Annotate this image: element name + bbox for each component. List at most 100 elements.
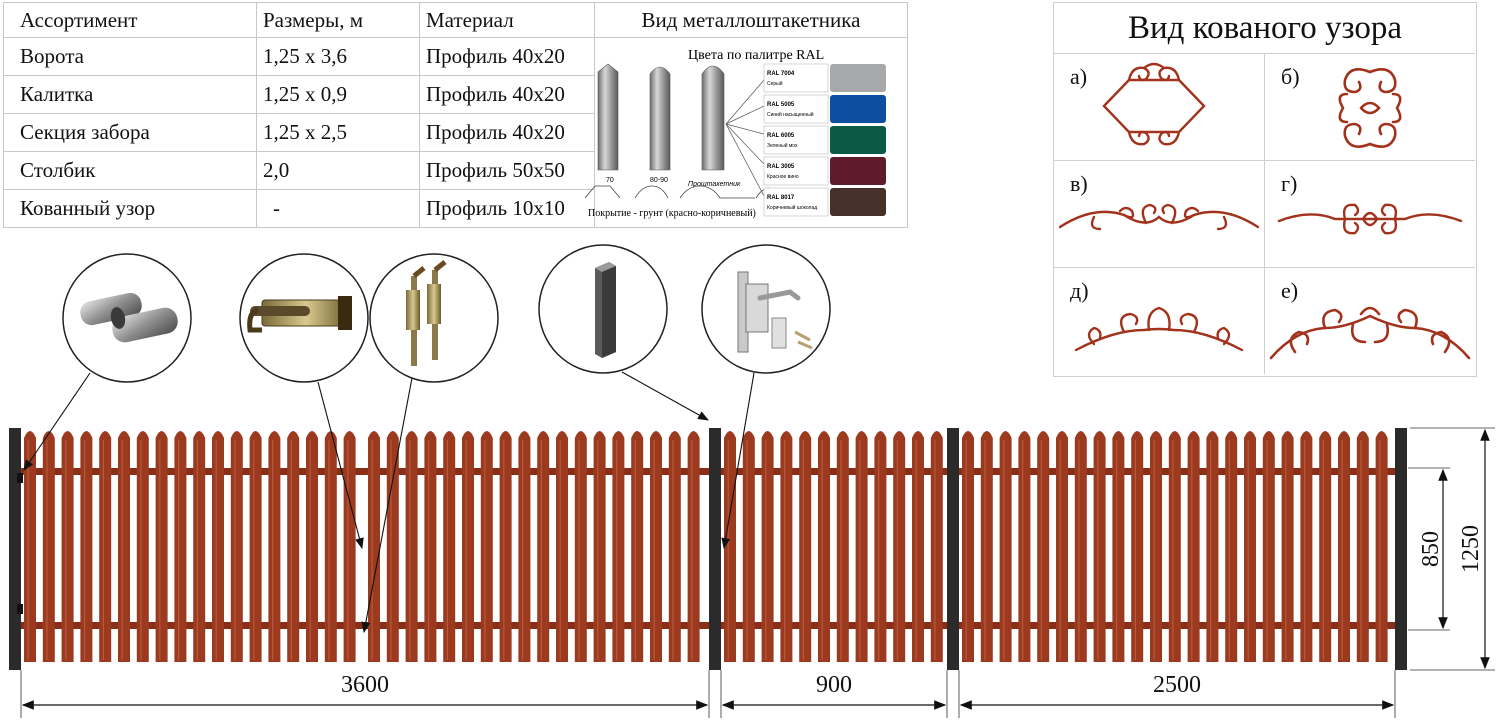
picket	[343, 431, 356, 662]
pattern-label-a: а)	[1070, 64, 1088, 89]
leader-lines	[23, 371, 755, 634]
picket	[480, 431, 493, 662]
table-row: Калитка 1,25 х 0,9 Профиль 40х20	[3, 75, 908, 114]
cell-material: Профиль 40х20	[419, 75, 595, 114]
pattern-a-icon	[1102, 62, 1206, 146]
cell-size: 2,0	[256, 151, 420, 190]
dimension-extension-lines	[20, 427, 1495, 718]
pattern-cell-d: г)	[1264, 160, 1475, 267]
profile-label: Проштакетник	[688, 181, 741, 188]
picket	[893, 431, 906, 662]
picket	[61, 431, 74, 662]
picket	[1112, 431, 1125, 662]
cell-size: -	[256, 189, 420, 228]
ral-code: RAL 8017	[767, 195, 795, 201]
picket	[1244, 431, 1256, 662]
picket	[1300, 431, 1313, 662]
picket	[174, 431, 187, 662]
table-row: Столбик 2,0 Профиль 50х50	[3, 151, 908, 190]
ral-name: Коричневый шоколад	[767, 204, 817, 211]
picket	[574, 431, 587, 662]
picket-profile-2	[649, 66, 671, 171]
pattern-panel-title: Вид кованого узора	[1128, 10, 1402, 46]
pattern-e-icon	[1074, 306, 1244, 352]
ral-name: Красное вино	[767, 174, 799, 180]
cell-item: Калитка	[3, 75, 257, 114]
picket	[836, 431, 849, 662]
picket	[980, 431, 993, 662]
ral-color-chip	[830, 95, 886, 123]
callout-lock	[701, 244, 831, 374]
picket	[268, 431, 281, 662]
bottom-rail	[721, 622, 947, 629]
pattern-label-b: б)	[1281, 64, 1300, 89]
ral-swatch: RAL 5005 Синий насыщенный	[763, 94, 886, 124]
picket-profile-3	[701, 65, 725, 171]
picket	[24, 431, 36, 662]
picket	[799, 431, 812, 662]
picket	[1356, 431, 1369, 662]
top-rail	[365, 468, 709, 475]
pattern-label-d: г)	[1281, 171, 1298, 196]
latch-bolt-icon	[247, 296, 352, 333]
picket	[780, 431, 793, 662]
dim-label-total-height: 1250	[1458, 525, 1484, 573]
picket	[405, 431, 418, 662]
gate-leaf-left	[21, 431, 365, 662]
forged-pattern-panel: Вид кованого узора а) б)	[1053, 2, 1477, 377]
picket	[631, 431, 644, 662]
picket	[1338, 431, 1350, 662]
width-label-70: 70	[606, 177, 614, 184]
pattern-d-icon	[1277, 203, 1463, 235]
cell-item: Секция забора	[3, 113, 257, 152]
fence-post-wicket-right	[947, 428, 959, 670]
picket	[1074, 431, 1087, 662]
pattern-label-e: д)	[1070, 278, 1089, 303]
ral-name: Синий насыщенный	[767, 111, 814, 118]
picket	[612, 431, 625, 662]
picket	[136, 431, 149, 662]
ral-swatch: RAL 7004 Серый	[763, 63, 886, 93]
ral-code: RAL 6005	[767, 133, 795, 139]
picket	[668, 431, 681, 662]
hinge-bracket	[17, 473, 23, 483]
picket-profiles-illustration: Цвета по палитре RAL 70 80-90 Проштакетн…	[584, 48, 886, 219]
cell-material: Профиль 40х20	[419, 113, 595, 152]
picket	[855, 431, 868, 662]
picket	[1150, 431, 1162, 662]
callout-hinge	[62, 253, 192, 383]
fence-post-right	[1395, 428, 1407, 670]
fence-post-gate-right	[709, 428, 721, 670]
picket	[386, 431, 399, 662]
dim-label-section: 2500	[1153, 672, 1201, 698]
assortment-table: Ассортимент Размеры, м Материал Вид мета…	[3, 2, 908, 228]
fence-section	[959, 431, 1395, 662]
picket	[424, 431, 437, 662]
cell-item: Кованный узор	[3, 189, 257, 228]
picket	[742, 431, 755, 662]
picket	[249, 431, 262, 662]
pattern-f-icon	[1269, 306, 1471, 360]
picket	[518, 431, 531, 662]
bottom-rail	[21, 622, 365, 629]
ral-color-chip	[830, 188, 886, 216]
cell-material: Профиль 50х50	[419, 151, 595, 190]
coating-note: Покрытие - грунт (красно-коричневый)	[588, 208, 756, 219]
ral-swatch: RAL 8017 Коричневый шоколад	[763, 187, 886, 217]
picket	[1375, 431, 1388, 662]
header-assortment: Ассортимент	[3, 2, 257, 38]
picket	[306, 431, 318, 662]
gate-leaf-right	[365, 431, 709, 662]
callout-post	[538, 244, 668, 374]
picket	[368, 431, 380, 662]
cell-size: 1,25 х 3,6	[256, 37, 420, 76]
pattern-cell-b: б)	[1264, 53, 1475, 160]
ral-color-chip	[830, 64, 886, 92]
callout-latch	[239, 253, 369, 383]
pattern-cell-e: д)	[1054, 267, 1264, 374]
ral-name: Зеленый мох	[767, 142, 798, 149]
fence-post-left	[9, 428, 21, 670]
pattern-cell-f: е)	[1264, 267, 1475, 374]
ral-color-chip	[830, 126, 886, 154]
